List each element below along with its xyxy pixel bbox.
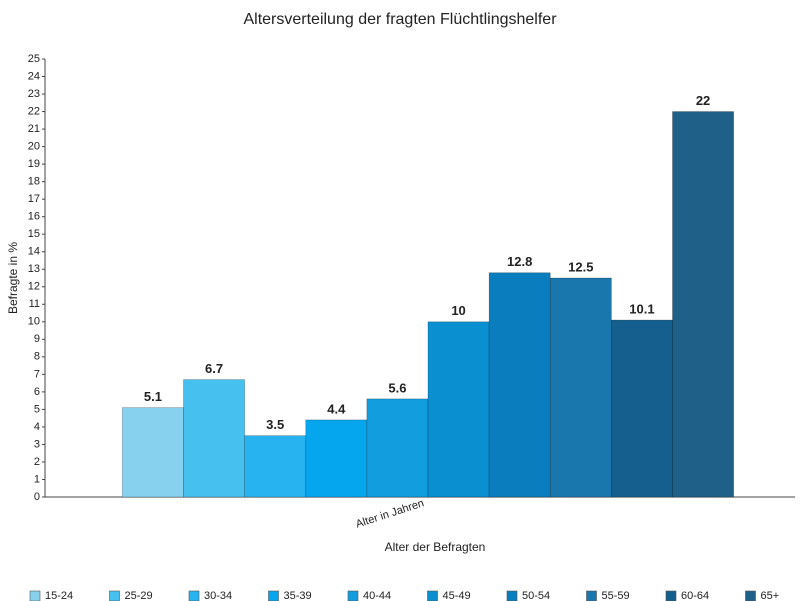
y-tick-label: 17 — [28, 193, 40, 205]
y-tick-label: 25 — [28, 53, 40, 65]
y-tick-label: 24 — [28, 70, 40, 82]
legend-swatch — [188, 590, 200, 601]
x-tick-label: Alter in Jahren — [354, 497, 425, 530]
legend-label: 50-54 — [522, 590, 550, 601]
legend-label: 25-29 — [125, 590, 153, 601]
legend-swatch — [665, 590, 677, 601]
legend-swatch — [268, 590, 279, 601]
legend-label: 55-59 — [602, 590, 630, 601]
data-label: 3.5 — [266, 417, 284, 432]
bar — [488, 272, 551, 498]
y-tick-label: 0 — [34, 491, 40, 503]
bar — [183, 379, 245, 498]
y-tick-label: 2 — [34, 456, 40, 468]
y-tick-label: 9 — [34, 333, 40, 345]
data-label: 5.6 — [388, 380, 406, 395]
y-tick-label: 21 — [28, 123, 40, 135]
data-label: 12.8 — [507, 254, 532, 269]
data-label: 12.5 — [568, 259, 593, 274]
y-tick-label: 5 — [34, 403, 40, 415]
data-label: 4.4 — [327, 401, 346, 416]
y-tick-label: 13 — [28, 263, 40, 275]
legend-label: 15-24 — [45, 590, 73, 601]
y-tick-label: 10 — [28, 316, 40, 328]
y-tick-label: 7 — [34, 368, 40, 380]
data-label: 6.7 — [205, 361, 223, 376]
y-tick-label: 8 — [34, 351, 40, 363]
legend-swatch — [347, 590, 359, 601]
y-tick-label: 20 — [28, 141, 40, 153]
legend-label: 60-64 — [681, 590, 709, 601]
legend-label: 40-44 — [363, 590, 391, 601]
y-tick-label: 14 — [28, 246, 40, 258]
bar — [549, 277, 612, 498]
y-tick-label: 11 — [29, 298, 40, 310]
chart-title: Altersverteilung der fragten Flüchtlings… — [243, 11, 557, 28]
y-tick-label: 19 — [28, 158, 40, 170]
data-label: 5.1 — [144, 389, 162, 404]
y-tick-label: 4 — [34, 421, 40, 433]
data-label: 10.1 — [629, 301, 654, 316]
y-axis-title: Befragte in % — [6, 242, 20, 314]
y-tick-label: 1 — [34, 473, 40, 485]
y-tick-label: 3 — [34, 438, 40, 450]
y-tick-label: 23 — [28, 88, 40, 100]
bar — [427, 321, 490, 498]
bar — [305, 419, 368, 498]
x-axis-title: Alter der Befragten — [385, 540, 486, 554]
legend-label: 35-39 — [284, 590, 312, 601]
y-tick-label: 18 — [28, 176, 40, 188]
y-tick-label: 22 — [28, 105, 40, 117]
legend-label: 30-34 — [204, 590, 232, 601]
y-tick-label: 6 — [34, 386, 40, 398]
bar — [672, 111, 734, 498]
y-tick-label: 16 — [28, 211, 40, 223]
bar — [611, 319, 673, 498]
legend-swatch — [109, 590, 120, 601]
legend-swatch — [586, 590, 597, 601]
legend-label: 65+ — [761, 590, 780, 601]
legend-swatch — [506, 590, 518, 601]
legend-swatch — [29, 590, 41, 601]
data-label: 22 — [696, 93, 710, 108]
bar — [122, 407, 184, 498]
y-tick-label: 15 — [28, 228, 40, 240]
legend-swatch — [427, 590, 438, 601]
data-label: 10 — [451, 303, 465, 318]
legend-swatch — [745, 590, 756, 601]
legend-label: 45-49 — [443, 590, 471, 601]
y-tick-label: 12 — [28, 281, 40, 293]
bar — [244, 435, 307, 498]
bar — [366, 398, 429, 498]
